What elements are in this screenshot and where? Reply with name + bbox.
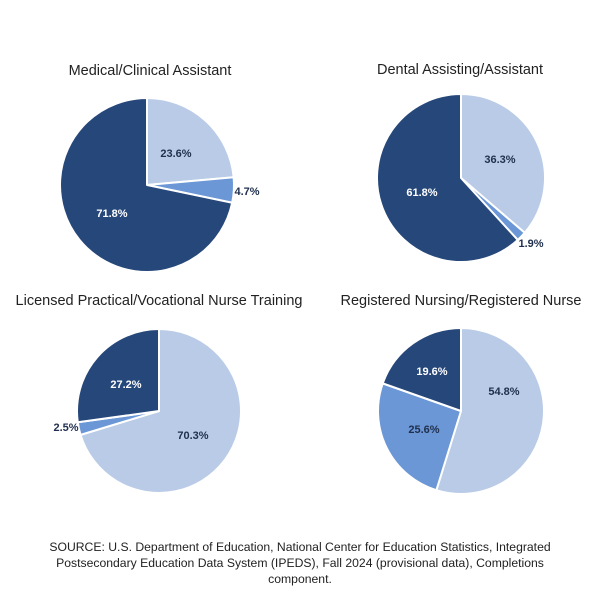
source-note: SOURCE: U.S. Department of Education, Na…	[40, 539, 560, 587]
source-line-1: SOURCE: U.S. Department of Education, Na…	[49, 540, 551, 554]
pie-slice	[435, 327, 545, 495]
slice-label: 36.3%	[484, 154, 515, 166]
slice-label: 2.5%	[53, 422, 78, 434]
pie-slice	[79, 328, 242, 494]
chart-title: Licensed Practical/Vocational Nurse Trai…	[15, 293, 303, 309]
slice-label: 70.3%	[177, 430, 208, 442]
pie-slice	[460, 93, 546, 234]
slice-label: 4.7%	[234, 186, 259, 198]
pie-slice	[59, 97, 234, 273]
source-line-2: Postsecondary Education Data System (IPE…	[56, 556, 544, 586]
slice-label: 19.6%	[416, 366, 447, 378]
chart-title: Medical/Clinical Assistant	[68, 63, 232, 79]
pie-slice	[76, 328, 160, 424]
pie-slice	[376, 93, 519, 263]
pie-panel-licensed-practical-nurse: Licensed Practical/Vocational Nurse Trai…	[0, 292, 318, 512]
pie-panel-registered-nursing: Registered Nursing/Registered Nurse	[322, 292, 600, 512]
pie-panel-dental-assisting: Dental Assisting/Assistant	[330, 62, 590, 282]
slice-label: 54.8%	[488, 386, 519, 398]
pie-slice	[377, 382, 462, 492]
slice-label: 71.8%	[96, 208, 127, 220]
slice-label: 23.6%	[160, 148, 191, 160]
pie-slice	[146, 97, 235, 186]
pie-slice	[381, 327, 462, 412]
chart-title: Registered Nursing/Registered Nurse	[340, 293, 582, 309]
slice-label: 27.2%	[110, 379, 141, 391]
pie-panel-medical-clinical-assistant: Medical/Clinical Assistant	[20, 62, 280, 282]
slice-label: 1.9%	[518, 238, 543, 250]
chart-title: Dental Assisting/Assistant	[376, 62, 544, 78]
slice-label: 61.8%	[406, 187, 437, 199]
slice-label: 25.6%	[408, 424, 439, 436]
